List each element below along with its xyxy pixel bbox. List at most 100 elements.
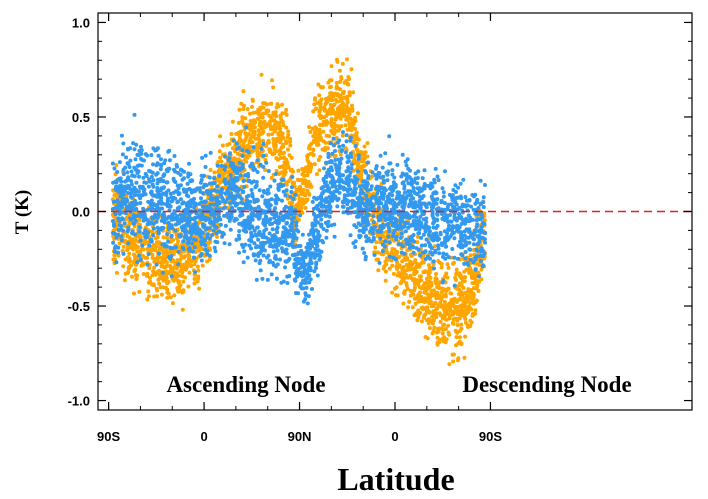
blue-data-point xyxy=(291,215,296,220)
blue-data-point xyxy=(267,260,272,265)
blue-data-point xyxy=(250,217,255,222)
orange-data-point xyxy=(145,271,150,276)
blue-data-point xyxy=(273,206,278,211)
blue-data-point xyxy=(442,229,447,234)
orange-data-point xyxy=(333,91,337,96)
orange-data-point xyxy=(165,295,170,300)
orange-data-point xyxy=(329,117,334,121)
blue-data-point xyxy=(112,166,117,171)
blue-data-point xyxy=(242,185,247,189)
orange-data-point xyxy=(181,262,186,267)
orange-data-point xyxy=(196,276,201,281)
orange-data-point xyxy=(137,289,142,294)
orange-data-point xyxy=(296,217,301,222)
orange-data-point xyxy=(114,270,119,275)
orange-data-point xyxy=(469,307,474,312)
orange-data-point xyxy=(249,134,254,139)
orange-data-point xyxy=(418,290,423,295)
blue-data-point xyxy=(295,274,300,279)
blue-data-point xyxy=(324,204,329,209)
orange-data-point xyxy=(302,200,307,205)
orange-data-point xyxy=(208,168,213,172)
blue-data-point xyxy=(248,207,253,212)
blue-data-point xyxy=(478,217,483,222)
blue-data-point xyxy=(358,195,362,199)
blue-data-point xyxy=(278,257,282,262)
orange-data-point xyxy=(180,270,185,275)
blue-data-point xyxy=(223,200,228,205)
blue-data-point xyxy=(166,239,171,244)
orange-data-point xyxy=(442,300,447,304)
orange-data-point xyxy=(268,127,273,131)
blue-data-point xyxy=(319,204,324,209)
orange-data-point xyxy=(342,113,347,118)
blue-data-point xyxy=(333,162,338,167)
blue-data-point xyxy=(228,173,233,178)
blue-data-point xyxy=(137,225,142,230)
blue-data-point xyxy=(193,270,198,275)
orange-data-point xyxy=(242,103,247,108)
blue-data-point xyxy=(390,168,395,173)
blue-data-point xyxy=(475,212,480,217)
orange-data-point xyxy=(127,259,131,264)
blue-data-point xyxy=(482,251,487,256)
blue-data-point xyxy=(161,174,166,178)
blue-data-point xyxy=(326,200,331,205)
blue-data-point xyxy=(340,199,345,204)
blue-data-point xyxy=(423,249,428,254)
orange-data-point xyxy=(470,281,475,285)
blue-data-point xyxy=(364,193,369,198)
blue-data-point xyxy=(319,217,324,222)
blue-data-point xyxy=(313,265,318,270)
orange-data-point xyxy=(176,273,181,278)
orange-data-point xyxy=(186,252,191,257)
blue-data-point xyxy=(341,130,345,135)
blue-data-point xyxy=(256,251,261,256)
blue-data-point xyxy=(365,217,369,222)
orange-data-point xyxy=(410,261,415,266)
orange-data-point xyxy=(305,154,310,159)
blue-data-point xyxy=(138,201,143,205)
blue-data-point xyxy=(197,186,202,191)
orange-data-point xyxy=(442,335,447,340)
orange-data-point xyxy=(426,263,431,268)
blue-data-point xyxy=(385,178,390,183)
blue-data-point xyxy=(326,189,331,194)
blue-data-point xyxy=(199,173,204,178)
orange-data-point xyxy=(154,259,159,264)
orange-data-point xyxy=(307,192,312,197)
orange-data-point xyxy=(429,288,434,293)
blue-data-point xyxy=(315,273,320,278)
blue-data-point xyxy=(324,214,328,218)
orange-data-point xyxy=(248,111,252,116)
blue-data-point xyxy=(121,228,125,233)
blue-data-point xyxy=(390,172,395,177)
blue-data-point xyxy=(296,229,301,234)
blue-data-point xyxy=(431,220,436,225)
orange-data-point xyxy=(218,134,223,139)
blue-data-point xyxy=(407,175,412,180)
orange-data-point xyxy=(308,167,313,172)
blue-data-point xyxy=(304,245,309,250)
orange-data-point xyxy=(475,279,480,284)
blue-data-point xyxy=(337,144,342,149)
blue-data-point xyxy=(284,188,289,193)
orange-data-point xyxy=(434,330,439,335)
orange-data-point xyxy=(339,124,344,129)
orange-data-point xyxy=(370,174,375,179)
blue-data-point xyxy=(418,205,423,210)
orange-data-point xyxy=(343,123,348,128)
orange-data-point xyxy=(280,134,285,139)
blue-data-point xyxy=(124,155,129,160)
orange-data-point xyxy=(144,240,149,245)
orange-data-point xyxy=(232,156,237,161)
blue-data-point xyxy=(324,235,329,240)
blue-data-point xyxy=(478,202,483,206)
orange-data-point xyxy=(415,318,420,323)
orange-data-point xyxy=(212,170,217,175)
orange-data-point xyxy=(401,301,406,306)
blue-data-point xyxy=(470,193,475,197)
blue-data-point xyxy=(478,178,483,183)
blue-data-point xyxy=(290,239,295,244)
orange-data-point xyxy=(206,241,211,246)
